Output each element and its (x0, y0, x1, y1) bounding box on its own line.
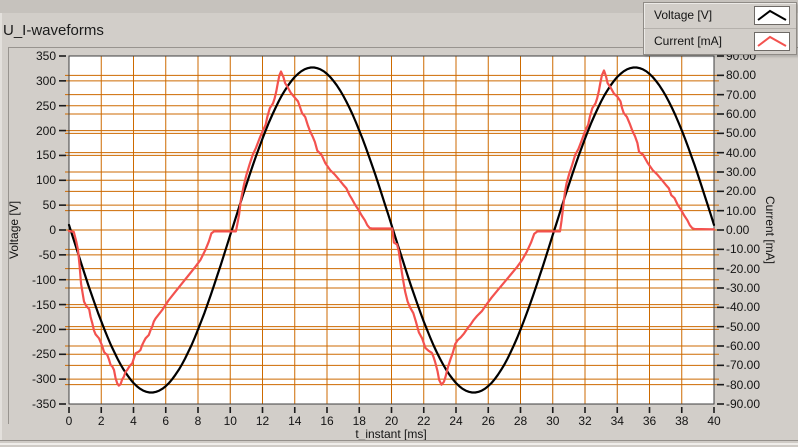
y-right-tick-label: 10.00 (726, 203, 757, 218)
legend-row-current[interactable]: Current [mA] (644, 28, 796, 54)
y-left-tick-label: 50 (42, 198, 56, 213)
legend-label-current: Current [mA] (654, 34, 723, 48)
voltage-curve (67, 66, 716, 394)
y-right-tick-label: 30.00 (726, 165, 757, 179)
x-tick-label: 22 (417, 414, 431, 428)
legend-label-voltage: Voltage [V] (654, 8, 713, 22)
plot-legend: Voltage [V] Current [mA] (643, 2, 797, 55)
voltage-line-sample-icon[interactable] (754, 6, 790, 25)
x-axis-title: t_instant [ms] (355, 427, 427, 441)
y-left-tick-label: 350 (35, 49, 56, 63)
y-left-tick-label: 250 (35, 98, 56, 113)
x-tick-label: 36 (642, 414, 657, 428)
legend-row-voltage[interactable]: Voltage [V] (644, 3, 796, 28)
x-tick-label: 30 (546, 414, 560, 428)
current-line-sample-icon[interactable] (754, 32, 790, 51)
y-right-tick-label: 0.00 (726, 223, 750, 237)
y-right-tick-label: -20.00 (726, 261, 761, 276)
y-left-tick-label: 200 (35, 123, 56, 138)
x-tick-label: 8 (194, 414, 202, 428)
y-right-tick-label: -40.00 (726, 300, 761, 315)
x-tick-label: 6 (162, 414, 170, 428)
x-tick-label: 4 (130, 414, 137, 428)
y-left-tick-label: -100 (31, 272, 56, 287)
y-right-tick-label: -60.00 (726, 339, 761, 353)
x-tick-label: 10 (223, 414, 237, 428)
y-left-axis-title: Voltage [V] (7, 200, 21, 259)
current-curve (67, 69, 716, 387)
chart-title: U_I-waveforms (3, 22, 104, 39)
y-right-tick-label: 40.00 (726, 145, 757, 160)
y-left-tick-label: -300 (31, 372, 56, 387)
x-tick-label: 12 (255, 414, 270, 428)
y-left-tick-label: 100 (35, 173, 56, 188)
y-right-tick-label: -10.00 (726, 242, 761, 257)
window-bottom-highlight (0, 443, 798, 445)
y-right-tick-label: 50.00 (726, 126, 757, 141)
window-left-edge (0, 13, 2, 446)
y-right-tick-label: -80.00 (726, 377, 761, 392)
y-left-tick-label: -200 (31, 322, 56, 337)
x-tick-label: 34 (610, 414, 624, 428)
y-right-tick-label: 20.00 (726, 184, 757, 199)
x-tick-label: 18 (352, 414, 366, 428)
y-right-axis-title: Current [mA] (763, 196, 777, 265)
y-right-tick-label: -50.00 (726, 319, 761, 334)
y-right-tick-label: 70.00 (726, 87, 757, 102)
y-left-tick-label: -250 (31, 347, 56, 362)
y-right-tick-label: -70.00 (726, 358, 761, 373)
x-tick-label: 14 (288, 414, 302, 428)
y-left-tick-label: -350 (31, 397, 56, 411)
y-right-tick-label: -30.00 (726, 281, 761, 295)
x-tick-label: 20 (384, 414, 399, 428)
y-right-tick-label: 80.00 (726, 68, 757, 83)
x-tick-label: 32 (578, 414, 592, 428)
y-left-tick-label: 0 (49, 223, 56, 237)
x-tick-label: 38 (675, 414, 689, 428)
x-tick-label: 0 (65, 414, 73, 428)
x-tick-label: 2 (97, 414, 105, 428)
y-left-tick-label: -50 (38, 247, 56, 262)
x-tick-label: 28 (513, 414, 528, 428)
y-left-tick-label: -150 (31, 297, 56, 312)
x-tick-label: 40 (707, 414, 721, 428)
y-left-tick-label: 300 (35, 73, 56, 88)
y-right-tick-label: -90.00 (726, 397, 761, 411)
y-right-tick-label: 60.00 (726, 107, 757, 121)
x-tick-label: 24 (449, 414, 463, 428)
window-top-band (0, 0, 798, 13)
x-tick-label: 16 (320, 414, 334, 428)
x-tick-label: 26 (481, 414, 495, 428)
y-left-tick-label: 150 (35, 148, 56, 163)
